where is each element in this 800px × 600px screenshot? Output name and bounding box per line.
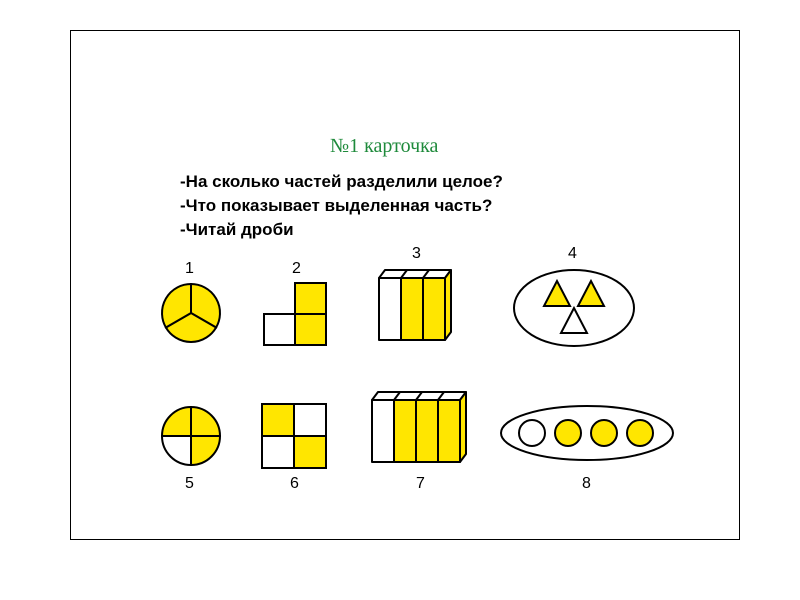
label-4: 4 bbox=[568, 245, 577, 263]
card-title: №1 карточка bbox=[330, 135, 438, 158]
label-5: 5 bbox=[185, 475, 194, 493]
label-7: 7 bbox=[416, 475, 425, 493]
questions-block: -На сколько частей разделили целое? -Что… bbox=[180, 170, 503, 241]
label-8: 8 bbox=[582, 475, 591, 493]
label-6: 6 bbox=[290, 475, 299, 493]
figure-6-square-2x2 bbox=[260, 402, 328, 470]
label-2: 2 bbox=[292, 260, 301, 278]
question-2: -Что показывает выделенная часть? bbox=[180, 194, 503, 218]
figure-8-oval-circles bbox=[498, 402, 676, 464]
figure-3-block-3cols bbox=[375, 260, 459, 346]
figure-4-oval-triangles bbox=[510, 266, 638, 350]
figure-1-pie-thirds bbox=[160, 282, 222, 344]
figure-5-pie-quarters bbox=[160, 405, 222, 467]
figure-2-l-square bbox=[262, 282, 328, 348]
figure-7-block-4cols bbox=[368, 382, 474, 468]
figures-area: 1 2 3 4 bbox=[130, 260, 690, 520]
label-1: 1 bbox=[185, 260, 194, 278]
question-3: -Читай дроби bbox=[180, 218, 503, 242]
question-1: -На сколько частей разделили целое? bbox=[180, 170, 503, 194]
